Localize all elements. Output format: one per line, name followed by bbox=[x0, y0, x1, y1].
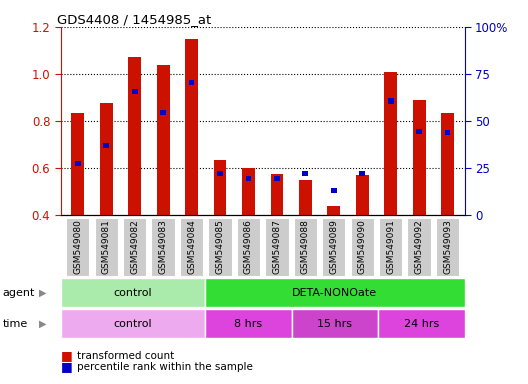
Bar bbox=[128, 58, 141, 215]
Bar bbox=[294, 218, 317, 276]
Bar bbox=[356, 175, 369, 215]
Bar bbox=[66, 218, 89, 276]
Bar bbox=[160, 110, 166, 115]
Bar bbox=[75, 161, 81, 166]
Text: GSM549090: GSM549090 bbox=[358, 219, 367, 274]
Bar bbox=[246, 176, 251, 181]
Bar bbox=[214, 160, 227, 215]
Bar bbox=[123, 218, 146, 276]
Bar bbox=[436, 218, 459, 276]
Bar bbox=[242, 168, 255, 215]
Text: ■: ■ bbox=[61, 360, 72, 373]
Bar bbox=[379, 218, 402, 276]
Bar bbox=[180, 218, 203, 276]
Text: GSM549081: GSM549081 bbox=[102, 219, 111, 274]
Text: GSM549087: GSM549087 bbox=[272, 219, 281, 274]
Text: 15 hrs: 15 hrs bbox=[317, 318, 352, 329]
Text: GSM549086: GSM549086 bbox=[244, 219, 253, 274]
Bar bbox=[209, 218, 232, 276]
Text: GDS4408 / 1454985_at: GDS4408 / 1454985_at bbox=[56, 13, 211, 26]
Text: agent: agent bbox=[3, 288, 35, 298]
Bar bbox=[291, 309, 378, 338]
Bar bbox=[322, 218, 345, 276]
Text: GSM549082: GSM549082 bbox=[130, 219, 139, 274]
Text: transformed count: transformed count bbox=[77, 351, 174, 361]
Text: DETA-NONOate: DETA-NONOate bbox=[292, 288, 378, 298]
Bar bbox=[441, 113, 454, 215]
Bar bbox=[360, 171, 365, 177]
Bar bbox=[331, 188, 337, 193]
Text: GSM549085: GSM549085 bbox=[215, 219, 224, 274]
Bar bbox=[327, 206, 340, 215]
Text: 8 hrs: 8 hrs bbox=[234, 318, 262, 329]
Text: time: time bbox=[3, 318, 28, 329]
Bar bbox=[205, 278, 465, 307]
Bar bbox=[237, 218, 260, 276]
Text: percentile rank within the sample: percentile rank within the sample bbox=[77, 362, 252, 372]
Text: 24 hrs: 24 hrs bbox=[404, 318, 439, 329]
Bar bbox=[61, 278, 205, 307]
Bar bbox=[408, 218, 431, 276]
Bar bbox=[270, 174, 284, 215]
Text: GSM549084: GSM549084 bbox=[187, 219, 196, 274]
Bar bbox=[152, 218, 175, 276]
Text: GSM549083: GSM549083 bbox=[158, 219, 167, 274]
Bar bbox=[217, 171, 223, 177]
Bar bbox=[265, 218, 289, 276]
Bar bbox=[205, 309, 291, 338]
Bar bbox=[103, 143, 109, 148]
Text: GSM549092: GSM549092 bbox=[414, 219, 423, 274]
Text: ▶: ▶ bbox=[39, 288, 46, 298]
Text: ▶: ▶ bbox=[39, 318, 46, 329]
Text: GSM549091: GSM549091 bbox=[386, 219, 395, 274]
Bar bbox=[95, 218, 118, 276]
Text: control: control bbox=[114, 318, 152, 329]
Bar bbox=[157, 65, 169, 215]
Bar bbox=[303, 171, 308, 177]
Bar bbox=[100, 103, 112, 215]
Bar bbox=[71, 113, 84, 215]
Bar bbox=[378, 309, 465, 338]
Bar bbox=[185, 39, 198, 215]
Text: ■: ■ bbox=[61, 349, 72, 362]
Bar bbox=[274, 176, 280, 181]
Text: GSM549088: GSM549088 bbox=[301, 219, 310, 274]
Bar bbox=[188, 79, 194, 85]
Bar bbox=[351, 218, 374, 276]
Text: GSM549080: GSM549080 bbox=[73, 219, 82, 274]
Bar bbox=[413, 100, 426, 215]
Bar bbox=[132, 89, 138, 94]
Bar bbox=[416, 129, 422, 134]
Text: control: control bbox=[114, 288, 152, 298]
Bar bbox=[384, 71, 397, 215]
Bar bbox=[445, 130, 450, 135]
Bar bbox=[388, 98, 393, 104]
Bar bbox=[299, 180, 312, 215]
Bar bbox=[61, 309, 205, 338]
Text: GSM549093: GSM549093 bbox=[443, 219, 452, 274]
Text: GSM549089: GSM549089 bbox=[329, 219, 338, 274]
